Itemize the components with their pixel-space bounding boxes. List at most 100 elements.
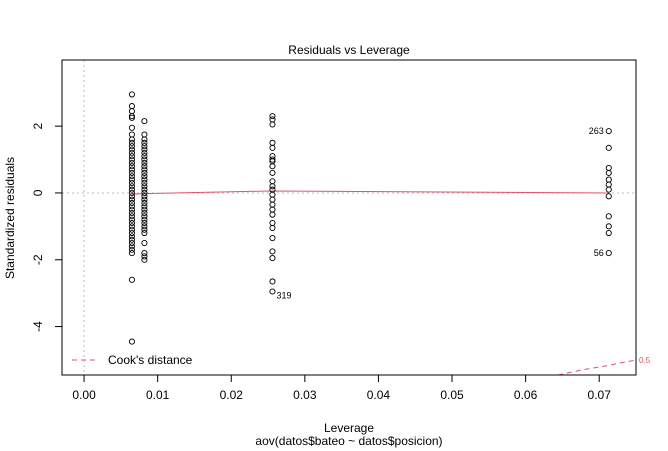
data-point: [128, 250, 135, 257]
data-point: [141, 209, 148, 217]
data-point: [605, 250, 612, 257]
data-point: [141, 146, 148, 153]
y-tick-label: 2: [31, 122, 45, 129]
data-point: [141, 153, 148, 160]
legend: Cook's distance: [72, 353, 193, 367]
data-point: [128, 236, 135, 243]
data-point: [128, 183, 135, 190]
data-point: [141, 131, 148, 138]
data-point: [269, 224, 276, 232]
plot-frame: [61, 59, 637, 376]
data-point: [128, 226, 135, 233]
data-point: [128, 206, 135, 213]
data-point: [605, 223, 612, 230]
data-point: [141, 219, 148, 227]
data-point: [128, 276, 135, 283]
data-point: [141, 203, 148, 210]
data-point: [605, 128, 612, 135]
data-point: [128, 246, 135, 253]
data-point: [128, 91, 135, 98]
data-point: [128, 149, 135, 156]
data-point: [141, 206, 148, 213]
data-point: [269, 116, 276, 123]
data-point: [128, 203, 135, 210]
legend-cook-label: Cook's distance: [108, 353, 193, 367]
data-point: [128, 233, 135, 240]
data-point: [141, 179, 148, 186]
data-point: [128, 136, 135, 143]
data-point: [141, 163, 148, 170]
data-point: [128, 219, 135, 227]
data-point: [141, 213, 148, 220]
smooth-line: [131, 190, 609, 195]
data-point: [605, 144, 612, 151]
smooth-line-group: [131, 190, 609, 195]
x-axis: 0.00 0.01 0.02 0.03 0.04 0.05 0.06 0.07: [72, 374, 612, 402]
data-point: [141, 139, 148, 146]
data-point: [141, 143, 148, 150]
data-point: [128, 229, 135, 237]
data-point: [269, 248, 276, 255]
data-point: [605, 176, 612, 183]
data-point: [128, 108, 135, 115]
y-tick-label: -4: [31, 321, 45, 332]
data-point: [141, 118, 148, 125]
data-point: [128, 131, 135, 138]
data-point: [141, 159, 148, 166]
data-point: [141, 193, 148, 200]
y-axis: -4 -2 0 2: [31, 122, 63, 332]
data-point: [141, 253, 148, 260]
data-point: [605, 213, 612, 220]
data-point: [605, 164, 612, 171]
data-point: [269, 163, 276, 170]
y-axis-label: Standardized residuals: [3, 157, 17, 279]
data-point: [141, 149, 148, 156]
data-point: [128, 213, 135, 220]
cook-distance-group: 0.5: [557, 356, 651, 375]
chart-title: Residuals vs Leverage: [288, 43, 410, 57]
data-point: [141, 136, 148, 143]
x-tick-label: 0.02: [220, 388, 244, 402]
data-point: [128, 169, 135, 176]
x-axis-label: Leverage: [324, 421, 374, 435]
data-point: [128, 223, 135, 230]
data-point: [269, 113, 276, 120]
data-point: [269, 234, 276, 242]
data-point: [128, 196, 135, 203]
points-group: [128, 91, 612, 345]
data-point: [128, 199, 135, 207]
data-point: [269, 211, 276, 218]
data-point: [141, 169, 148, 176]
data-point: [128, 143, 135, 150]
data-point: [128, 159, 135, 166]
x-tick-label: 0.06: [514, 388, 538, 402]
data-point: [128, 243, 135, 250]
x-tick-label: 0.03: [293, 388, 317, 402]
y-tick-label: -2: [31, 254, 45, 265]
data-point: [128, 114, 135, 121]
chart-subtitle: aov(datos$bateo ~ datos$posicion): [255, 434, 442, 448]
data-point: [141, 156, 148, 163]
data-point: [128, 189, 135, 196]
data-point: [128, 103, 135, 110]
data-point: [128, 179, 135, 186]
reference-lines: [62, 60, 636, 375]
data-point: [141, 183, 148, 190]
data-point: [128, 153, 135, 160]
x-tick-label: 0.05: [440, 388, 464, 402]
data-point: [128, 146, 135, 153]
x-tick-label: 0.07: [588, 388, 612, 402]
point-labels-group: 263 56 319: [276, 126, 603, 300]
data-point: [605, 193, 612, 200]
data-point: [141, 216, 148, 223]
data-point: [605, 229, 612, 237]
x-tick-label: 0.04: [367, 388, 391, 402]
data-point: [141, 256, 148, 263]
data-point: [141, 186, 148, 193]
x-tick-label: 0.01: [146, 388, 170, 402]
data-point: [128, 338, 135, 345]
data-point: [128, 193, 135, 200]
data-point: [269, 121, 276, 128]
data-point: [269, 156, 276, 163]
